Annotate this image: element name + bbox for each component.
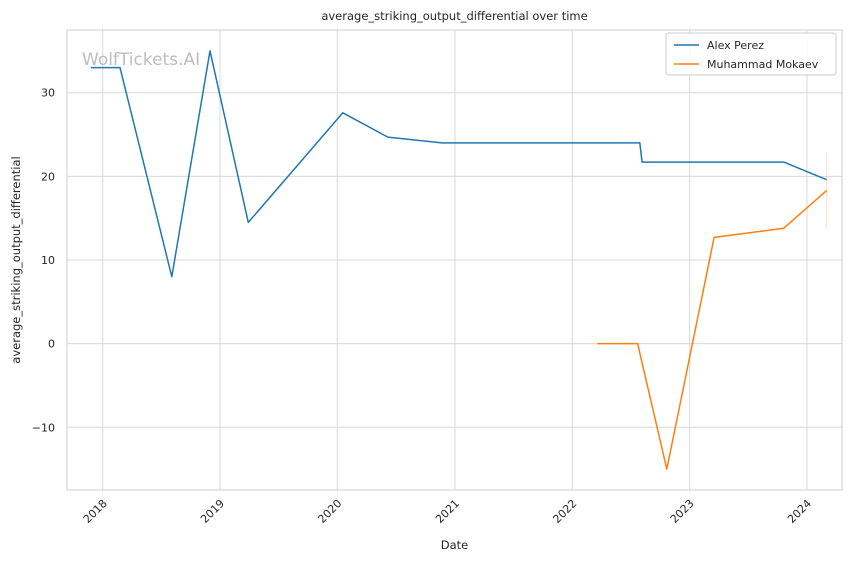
plot-frame [66, 29, 843, 491]
y-tick-label: 0 [48, 338, 55, 351]
legend-entry-label: Alex Perez [707, 39, 764, 52]
legend-entry-label: Muhammad Mokaev [707, 58, 819, 71]
grid-lines [67, 30, 842, 490]
y-axis-ticks: −10 0 10 20 30 [32, 87, 55, 435]
y-tick-label: 30 [41, 87, 55, 100]
series-line-muhammad-mokaev [597, 190, 828, 470]
series-line-alex-perez [90, 50, 827, 278]
legend-box [665, 32, 837, 76]
y-tick-label: 20 [41, 170, 55, 183]
y-tick-label: −10 [32, 421, 55, 434]
chart-title: average_striking_output_differential ove… [321, 9, 587, 23]
y-tick-label: 10 [41, 254, 55, 267]
legend: Alex Perez Muhammad Mokaev [665, 32, 837, 76]
y-axis-label: average_striking_output_differential [9, 156, 23, 363]
watermark: WolfTickets.AI [82, 50, 200, 70]
series-layer [90, 50, 828, 470]
x-axis-label: Date [441, 538, 469, 552]
